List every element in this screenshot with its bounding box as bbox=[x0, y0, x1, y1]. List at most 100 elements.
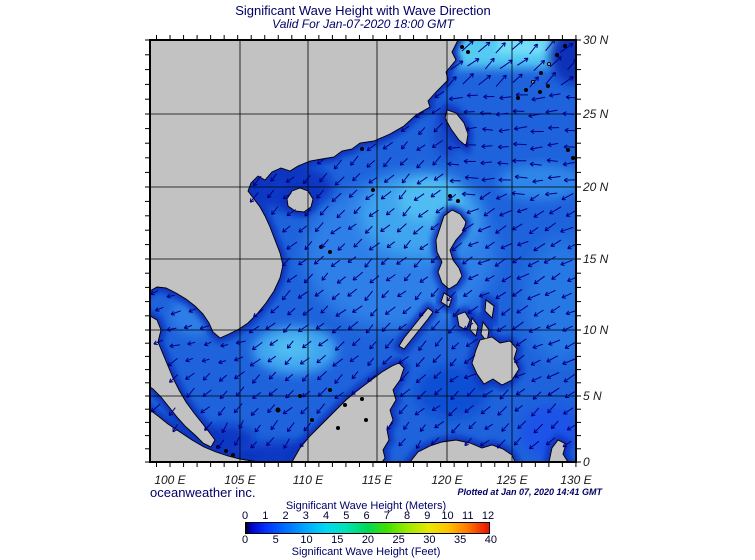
wave-arrow bbox=[271, 206, 279, 216]
wave-arrow bbox=[514, 372, 526, 379]
map-interior bbox=[150, 40, 576, 462]
wave-arrow bbox=[364, 290, 373, 302]
wave-arrow bbox=[562, 358, 576, 366]
wave-arrow bbox=[544, 222, 556, 232]
meters-tick-label: 6 bbox=[363, 510, 370, 522]
island-dot bbox=[448, 194, 452, 198]
map-frame bbox=[149, 39, 577, 463]
wave-arrow bbox=[515, 338, 527, 347]
wave-arrow bbox=[418, 127, 426, 136]
wave-arrow bbox=[366, 160, 376, 168]
wave-arrow bbox=[269, 339, 279, 346]
wave-arrow bbox=[495, 291, 506, 300]
wave-arrow bbox=[370, 308, 378, 317]
wave-arrow bbox=[467, 305, 479, 314]
wave-arrow bbox=[496, 439, 506, 449]
wave-arrow bbox=[298, 258, 307, 266]
wave-arrow bbox=[547, 387, 560, 396]
wave-arrow bbox=[286, 422, 295, 433]
meters-tick-label: 3 bbox=[302, 510, 309, 522]
wave-arrow bbox=[321, 272, 329, 281]
wave-arrow bbox=[330, 226, 342, 235]
wave-arrow bbox=[478, 292, 490, 298]
wave-arrow bbox=[529, 194, 540, 201]
wave-arrow bbox=[252, 175, 262, 187]
wave-arrow bbox=[368, 209, 379, 217]
wave-arrow bbox=[415, 374, 427, 384]
wave-arrow bbox=[513, 125, 528, 131]
wave-arrow bbox=[448, 193, 457, 201]
wave-arrow bbox=[352, 173, 361, 182]
meters-tick-label: 12 bbox=[481, 510, 495, 522]
island-dot bbox=[546, 84, 550, 88]
wave-arrow bbox=[399, 371, 409, 382]
wave-arrow bbox=[513, 437, 522, 446]
feet-tick-label: 0 bbox=[241, 534, 249, 546]
lon-axis-label: 130 E bbox=[560, 473, 592, 487]
wave-arrow bbox=[483, 207, 495, 217]
wave-arrow bbox=[316, 354, 327, 364]
wave-arrow bbox=[447, 324, 457, 334]
wave-arrow bbox=[386, 422, 394, 430]
wave-arrow bbox=[254, 424, 261, 433]
wave-arrow bbox=[430, 437, 440, 446]
island-dot bbox=[328, 250, 332, 254]
wave-arrow bbox=[169, 343, 180, 349]
wave-arrow bbox=[380, 191, 392, 200]
wave-arrow bbox=[431, 107, 441, 115]
wave-arrow bbox=[529, 76, 539, 88]
lat-axis-label: 0 bbox=[583, 455, 590, 469]
wave-arrow bbox=[267, 355, 276, 363]
wave-arrow bbox=[352, 271, 364, 281]
wave-arrow bbox=[169, 374, 178, 383]
wave-arrow bbox=[496, 325, 507, 332]
wave-arrow bbox=[517, 240, 529, 247]
wave-arrow bbox=[168, 407, 176, 416]
land-hainan bbox=[286, 187, 314, 213]
wave-arrow bbox=[431, 320, 441, 331]
wave-arrow bbox=[531, 96, 546, 102]
wave-arrow bbox=[435, 206, 444, 214]
wave-arrow bbox=[463, 289, 473, 297]
wave-arrow bbox=[461, 191, 476, 197]
wave-arrow bbox=[450, 60, 464, 71]
wave-arrow bbox=[563, 373, 576, 383]
wave-arrow bbox=[465, 126, 477, 132]
wave-arrow bbox=[513, 141, 527, 147]
meters-tick-label: 8 bbox=[403, 510, 411, 522]
wave-arrow bbox=[284, 357, 292, 366]
wave-arrow bbox=[530, 146, 543, 151]
wave-arrow bbox=[466, 208, 479, 215]
island-dot bbox=[456, 199, 460, 203]
wave-arrow bbox=[501, 275, 512, 283]
wave-arrow bbox=[512, 158, 527, 164]
wave-arrow bbox=[432, 155, 442, 166]
wave-arrow bbox=[332, 358, 344, 367]
wave-arrow bbox=[333, 159, 342, 170]
wave-arrow bbox=[563, 407, 574, 415]
wave-arrow bbox=[385, 274, 396, 282]
wave-arrow bbox=[153, 339, 164, 346]
wave-arrow bbox=[431, 140, 443, 148]
island-dot bbox=[539, 71, 543, 75]
wave-arrow bbox=[218, 374, 228, 382]
wave-arrow bbox=[233, 403, 243, 414]
wave-arrow bbox=[495, 42, 506, 54]
meters-tick-label: 4 bbox=[322, 510, 330, 522]
wave-arrow bbox=[528, 440, 540, 450]
wave-arrow bbox=[286, 241, 298, 250]
wave-arrow bbox=[484, 57, 495, 70]
wave-arrow bbox=[516, 305, 529, 314]
feet-tick-label: 30 bbox=[423, 534, 436, 546]
wave-arrow bbox=[302, 373, 309, 382]
wave-arrow bbox=[564, 127, 576, 133]
wave-arrow bbox=[313, 255, 324, 265]
wave-arrow bbox=[298, 225, 308, 233]
wave-arrow bbox=[218, 359, 227, 365]
wave-arrow bbox=[315, 322, 325, 330]
wave-arrow bbox=[172, 423, 178, 433]
wave-arrow bbox=[283, 438, 290, 449]
wave-arrow bbox=[560, 43, 574, 53]
wave-arrow bbox=[464, 175, 479, 181]
wave-arrow bbox=[430, 189, 441, 198]
